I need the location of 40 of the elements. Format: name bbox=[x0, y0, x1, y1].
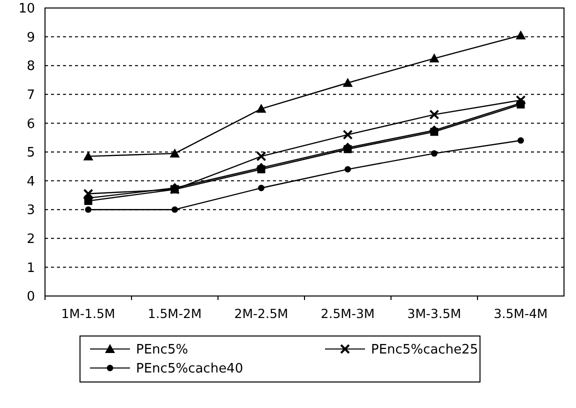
point bbox=[429, 53, 440, 62]
point bbox=[516, 30, 526, 40]
point bbox=[83, 188, 94, 199]
point bbox=[257, 165, 266, 174]
y-tick-label: 7 bbox=[26, 88, 35, 103]
x-tick-label: 3.5M-4M bbox=[494, 306, 548, 321]
x-tick-label: 1M-1.5M bbox=[61, 306, 116, 321]
y-tick-label: 9 bbox=[26, 30, 35, 46]
point bbox=[344, 166, 351, 172]
legend-label: PEnc5%cache40 bbox=[136, 362, 244, 377]
y-tick-label: 1 bbox=[26, 260, 35, 276]
y-tick-label: 0 bbox=[26, 290, 35, 305]
point bbox=[258, 184, 264, 192]
x-tick-label: 2.5M-3M bbox=[320, 306, 375, 321]
x-tick-label: 1.5M-2M bbox=[148, 306, 202, 321]
point bbox=[256, 104, 266, 113]
point bbox=[344, 145, 352, 154]
y-tick-label: 3 bbox=[26, 203, 35, 218]
y-tick-label: 8 bbox=[26, 59, 35, 74]
point bbox=[518, 137, 524, 144]
legend-label: PEnc5% bbox=[136, 342, 188, 358]
y-tick-label: 2 bbox=[26, 232, 35, 247]
x-tick-label: 2M-2.5M bbox=[234, 306, 288, 321]
legend-label: PEnc5%cache25 bbox=[371, 342, 478, 358]
y-tick-label: 4 bbox=[26, 174, 35, 190]
point bbox=[431, 150, 438, 157]
point bbox=[170, 148, 180, 158]
y-tick-label: 10 bbox=[18, 2, 35, 17]
point bbox=[256, 151, 266, 162]
point bbox=[83, 151, 94, 160]
y-tick-label: 6 bbox=[26, 116, 35, 132]
point bbox=[172, 206, 178, 213]
point bbox=[342, 130, 353, 140]
point bbox=[85, 206, 92, 213]
point bbox=[342, 78, 353, 87]
point bbox=[516, 95, 526, 106]
point bbox=[430, 128, 438, 136]
point bbox=[429, 110, 440, 120]
x-tick-label: 3M-3.5M bbox=[407, 306, 462, 321]
y-tick-label: 5 bbox=[26, 146, 35, 161]
